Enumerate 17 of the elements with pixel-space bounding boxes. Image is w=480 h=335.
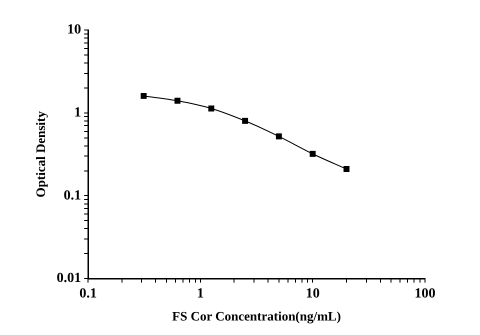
point	[276, 133, 282, 140]
x-tick-label: 100	[414, 286, 436, 302]
y-tick-label: 1	[74, 105, 82, 120]
point	[174, 98, 180, 104]
y-tick-label: 10	[67, 22, 82, 38]
y-tick-label: 0.01	[56, 271, 82, 286]
y-tick-label: 0.1	[64, 188, 82, 204]
x-axis-title: FS Cor Concentration(ng/mL)	[172, 308, 341, 324]
point	[310, 150, 316, 157]
point	[344, 166, 350, 172]
point	[140, 92, 147, 99]
point	[208, 105, 214, 112]
x-tick-label: 10	[306, 286, 320, 302]
point	[242, 118, 248, 124]
x-tick-label: 1	[196, 286, 204, 302]
x-tick-label: 0.1	[79, 286, 97, 302]
y-axis-title: Optical Density	[33, 110, 48, 198]
